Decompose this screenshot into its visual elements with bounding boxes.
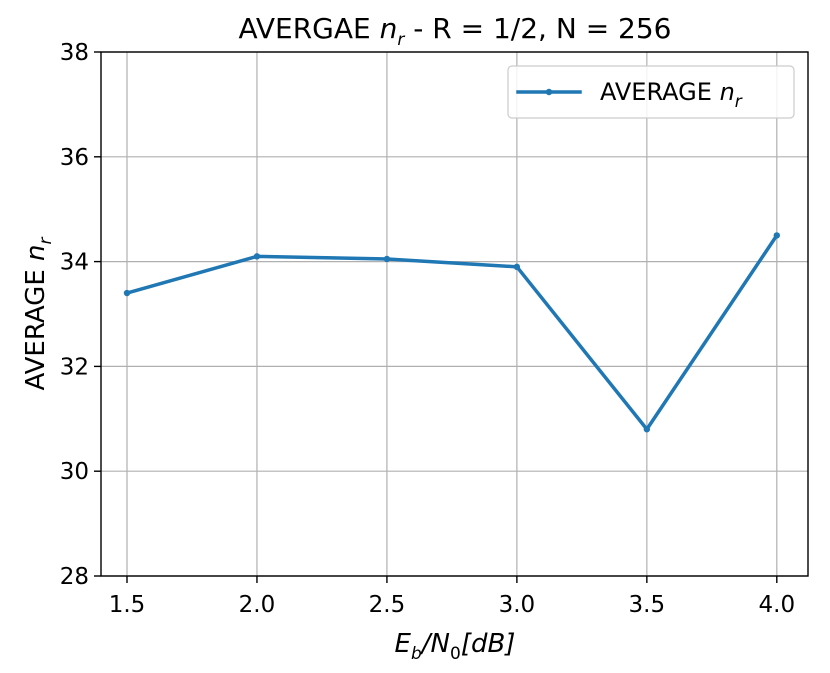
legend-label: AVERAGE nr	[600, 78, 743, 112]
x-tick-label: 3.0	[499, 592, 536, 618]
plot-frame	[100, 51, 809, 577]
y-tick-label: 32	[60, 354, 89, 380]
x-axis-label: Eb/N0[dB]	[395, 629, 516, 664]
x-label-e-sub: b	[411, 644, 422, 664]
x-label-e: E	[395, 629, 412, 659]
legend-label-math-n: n	[720, 78, 735, 106]
legend-label-text: AVERAGE	[600, 78, 720, 106]
legend-marker	[545, 88, 553, 96]
tick-layer: 1.5 2.0 2.5 3.0 3.5 4.0 28 30 32 34 36 38	[60, 40, 795, 618]
data-point	[513, 263, 521, 271]
y-tick-label: 36	[60, 145, 89, 171]
data-point	[643, 426, 651, 433]
y-axis-label: AVERAGE nr	[21, 236, 56, 390]
legend-box	[507, 65, 795, 119]
chart-title-suffix: - R = 1/2, N = 256	[404, 12, 671, 45]
series-line	[126, 234, 779, 432]
y-tick-label: 34	[60, 250, 89, 276]
chart-title: AVERGAE nr - R = 1/2, N = 256	[239, 12, 672, 50]
y-tick-label: 38	[60, 40, 89, 66]
y-tick-label: 30	[60, 459, 89, 485]
x-tick-label: 2.5	[369, 592, 406, 618]
x-label-n-sub: 0	[450, 644, 461, 664]
legend: AVERAGE nr	[507, 65, 795, 119]
chart-title-prefix: AVERGAE	[239, 12, 380, 45]
y-label-math-sub: r	[36, 236, 56, 244]
chart-title-math-n: n	[380, 12, 398, 45]
y-label-text: AVERAGE	[21, 261, 51, 391]
x-tick-label: 3.5	[629, 592, 666, 618]
x-tick-label: 1.5	[109, 592, 146, 618]
grid-lines	[101, 51, 808, 577]
series-layer	[123, 232, 781, 433]
y-label-math-n: n	[21, 244, 51, 260]
x-tick-label: 2.0	[239, 592, 276, 618]
data-point	[383, 255, 391, 263]
data-point	[773, 232, 781, 239]
x-label-n: /N	[420, 629, 450, 659]
chart-title-math-sub: r	[397, 30, 405, 50]
data-point	[253, 253, 261, 260]
x-tick-label: 4.0	[759, 592, 796, 618]
data-point	[123, 289, 131, 297]
y-tick-label: 28	[60, 564, 89, 590]
legend-label-math-sub: r	[735, 92, 743, 112]
x-label-unit: [dB]	[461, 629, 516, 659]
